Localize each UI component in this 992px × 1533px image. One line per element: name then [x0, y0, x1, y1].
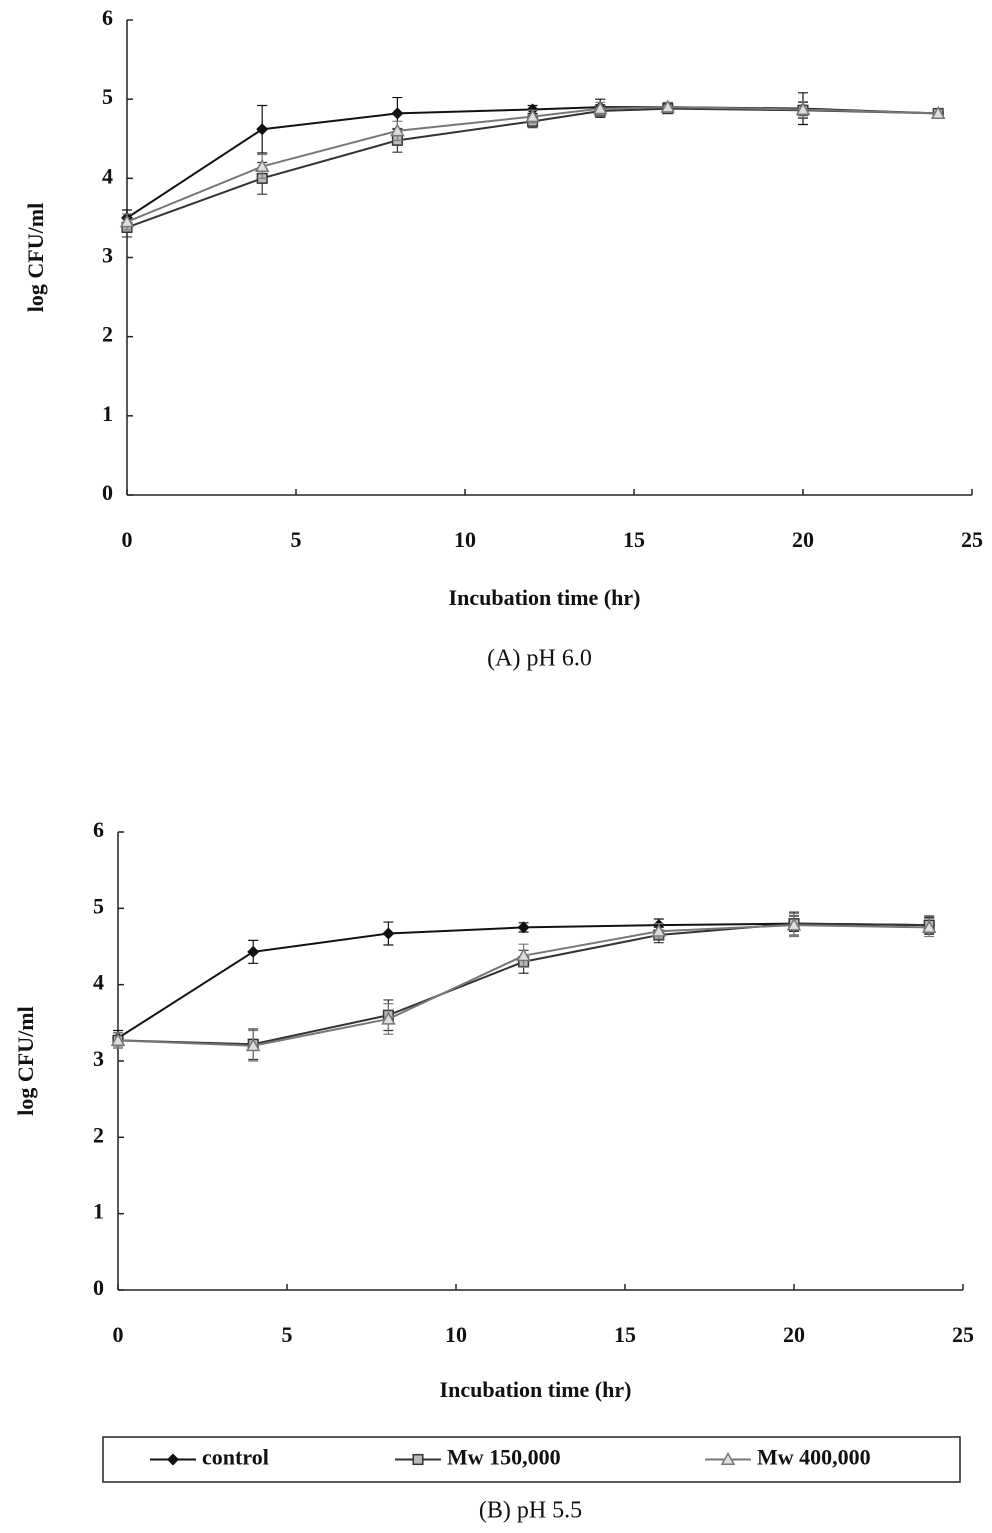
y-tick-label: 5: [102, 84, 113, 109]
legend-label: control: [202, 1445, 269, 1470]
x-tick-label: 5: [282, 1322, 293, 1347]
series-line: [118, 924, 929, 1045]
series-line: [118, 925, 929, 1046]
y-axis-label: log CFU/ml: [13, 1006, 38, 1115]
series-line: [118, 924, 929, 1039]
figure: 01234560510152025Incubation time (hr)log…: [0, 0, 992, 1533]
x-tick-label: 25: [961, 527, 983, 552]
y-tick-label: 2: [93, 1122, 104, 1147]
x-tick-label: 15: [623, 527, 645, 552]
legend-label: Mw 150,000: [447, 1445, 561, 1470]
y-tick-label: 6: [93, 817, 104, 842]
y-tick-label: 1: [93, 1199, 104, 1224]
y-tick-label: 4: [93, 970, 104, 995]
y-tick-label: 3: [102, 243, 113, 268]
y-tick-label: 0: [93, 1275, 104, 1300]
y-tick-label: 0: [102, 480, 113, 505]
x-axis-label: Incubation time (hr): [449, 585, 641, 610]
y-axis-label: log CFU/ml: [23, 203, 48, 312]
y-tick-label: 2: [102, 322, 113, 347]
y-tick-label: 1: [102, 401, 113, 426]
x-tick-label: 5: [291, 527, 302, 552]
caption: (A) pH 6.0: [487, 646, 592, 672]
caption: (B) pH 5.5: [479, 1498, 582, 1524]
y-tick-label: 4: [102, 163, 113, 188]
x-tick-label: 0: [113, 1322, 124, 1347]
marker: [256, 123, 268, 135]
x-tick-label: 25: [952, 1322, 974, 1347]
x-tick-label: 10: [454, 527, 476, 552]
x-axis-label: Incubation time (hr): [440, 1377, 632, 1402]
x-tick-label: 20: [783, 1322, 805, 1347]
x-tick-label: 10: [445, 1322, 467, 1347]
y-tick-label: 3: [93, 1046, 104, 1071]
x-tick-label: 0: [122, 527, 133, 552]
marker: [247, 946, 259, 958]
marker: [382, 928, 394, 940]
y-tick-label: 6: [102, 5, 113, 30]
legend-label: Mw 400,000: [757, 1445, 871, 1470]
y-tick-label: 5: [93, 893, 104, 918]
x-tick-label: 20: [792, 527, 814, 552]
legend-marker: [413, 1455, 423, 1465]
marker: [391, 107, 403, 119]
x-tick-label: 15: [614, 1322, 636, 1347]
